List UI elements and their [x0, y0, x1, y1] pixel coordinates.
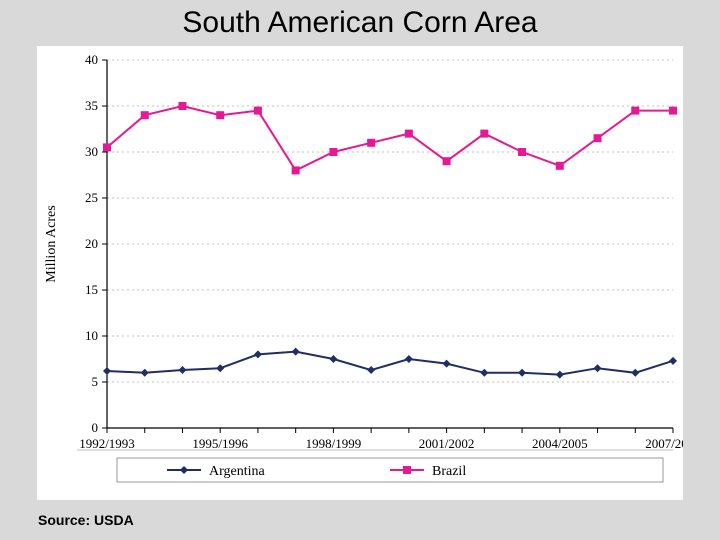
- svg-text:40: 40: [85, 52, 98, 67]
- svg-text:1992/1993: 1992/1993: [79, 436, 135, 451]
- chart-title: South American Corn Area: [0, 6, 720, 40]
- source-label: Source: USDA: [38, 512, 134, 528]
- svg-text:Brazil: Brazil: [432, 464, 466, 479]
- svg-text:25: 25: [85, 190, 98, 205]
- svg-text:30: 30: [85, 144, 98, 159]
- slide: South American Corn Area 0 5 10 15 20 25 30 35 4…: [0, 0, 720, 540]
- svg-text:35: 35: [85, 98, 98, 113]
- svg-text:2007/2008: 2007/2008: [645, 436, 683, 451]
- svg-text:2004/2005: 2004/2005: [532, 436, 588, 451]
- svg-text:2001/2002: 2001/2002: [419, 436, 475, 451]
- svg-text:10: 10: [85, 328, 98, 343]
- svg-text:15: 15: [85, 282, 98, 297]
- svg-text:1998/1999: 1998/1999: [306, 436, 362, 451]
- svg-text:5: 5: [92, 374, 99, 389]
- svg-text:20: 20: [85, 236, 98, 251]
- chart-container: 0 5 10 15 20 25 30 35 40 1992/1993 1995/1996 1998/1…: [37, 46, 683, 500]
- svg-text:Million Acres: Million Acres: [44, 205, 59, 282]
- svg-text:1995/1996: 1995/1996: [192, 436, 248, 451]
- svg-text:Argentina: Argentina: [209, 464, 266, 479]
- svg-text:0: 0: [92, 420, 99, 435]
- chart-svg: 0 5 10 15 20 25 30 35 40 1992/1993 1995/1996 1998/1…: [37, 46, 683, 500]
